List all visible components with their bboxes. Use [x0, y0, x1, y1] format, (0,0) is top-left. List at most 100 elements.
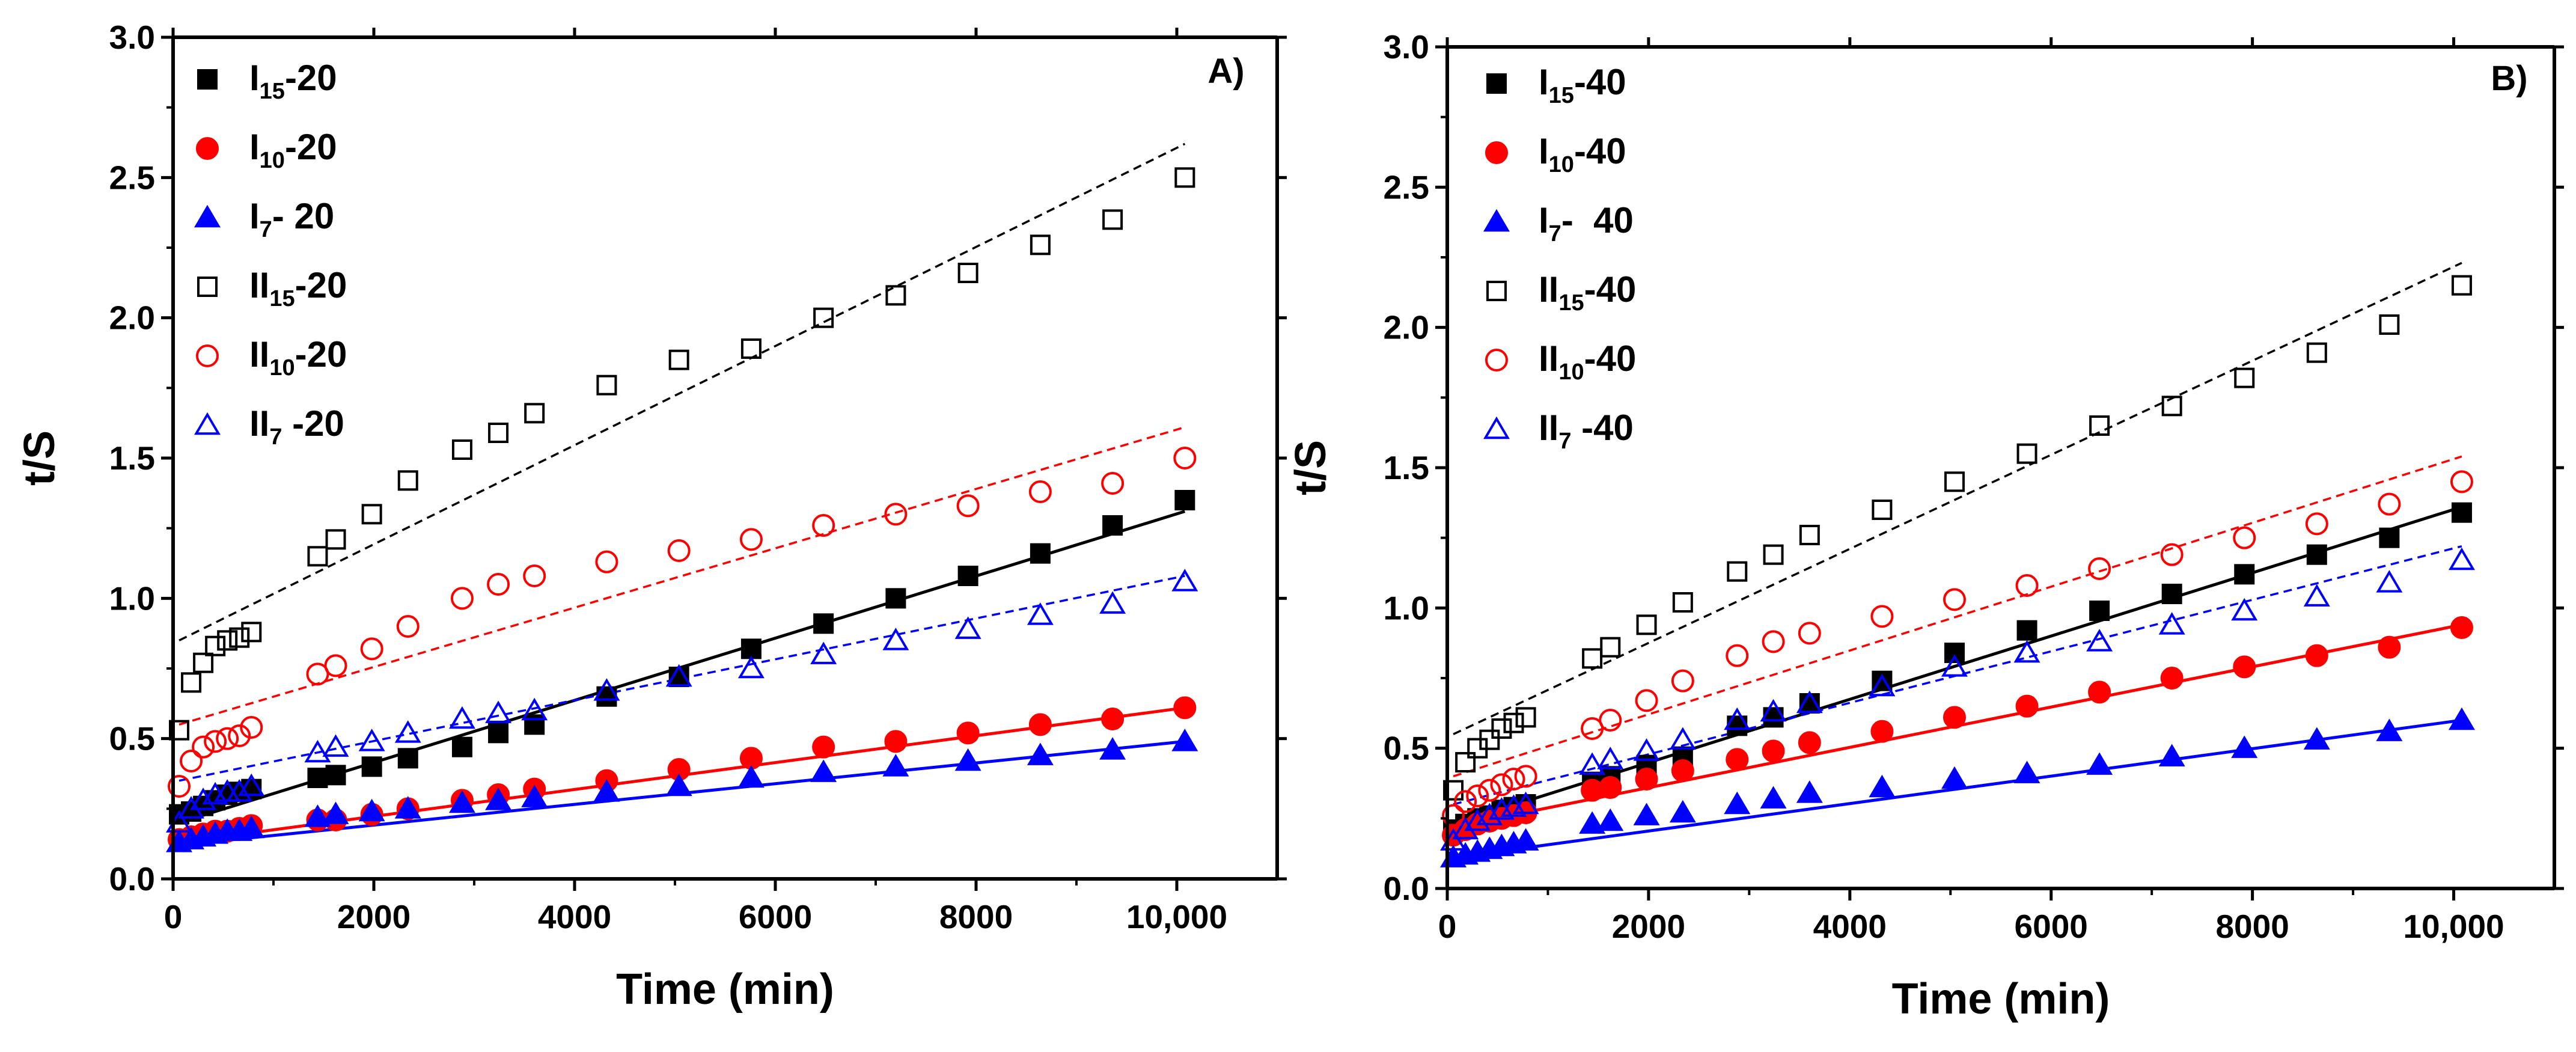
data-point — [2305, 644, 2328, 667]
data-point — [1669, 727, 1696, 750]
data-point — [1799, 525, 1820, 545]
legend-item-5: II7 -40 — [1483, 408, 1634, 454]
series-3-points — [169, 167, 1195, 741]
fit-line-4 — [1453, 455, 2462, 778]
legend-label: I10-20 — [249, 127, 337, 173]
y-tick-label: 2.5 — [109, 159, 155, 196]
data-point — [1633, 738, 1660, 761]
data-point — [884, 730, 908, 753]
data-point — [322, 801, 349, 824]
data-point — [1579, 752, 1606, 775]
data-point — [180, 750, 203, 772]
data-point — [812, 735, 835, 759]
x-tick-label: 8000 — [2215, 908, 2289, 945]
y-tick-label: 2.0 — [1384, 309, 1429, 346]
data-point — [2013, 760, 2040, 783]
data-point — [2013, 640, 2040, 663]
data-point — [1635, 689, 1658, 712]
fit-line-0 — [1453, 505, 2462, 826]
legend-label: I7- 40 — [1539, 200, 1634, 246]
data-point — [956, 721, 980, 745]
data-point — [1944, 643, 1965, 663]
data-point — [665, 664, 692, 687]
legend-label: I10-40 — [1539, 131, 1626, 177]
legend-marker — [196, 344, 219, 367]
legend-item-1: I10-20 — [196, 127, 337, 173]
y-tick-label: 2.5 — [1384, 168, 1429, 206]
data-point — [1579, 811, 1606, 834]
y-tick-label: 2.0 — [109, 299, 155, 337]
data-point — [1869, 673, 1896, 697]
legend-item-3: II15-20 — [197, 265, 347, 311]
x-tick-label: 0 — [164, 898, 183, 935]
data-point — [1512, 828, 1539, 851]
fit-line-3 — [179, 142, 1186, 641]
data-point — [451, 736, 472, 757]
data-point — [228, 724, 251, 747]
data-point — [1455, 752, 1476, 772]
data-point — [2015, 694, 2039, 718]
data-point — [812, 514, 835, 537]
legend-label: II15-20 — [249, 265, 347, 311]
data-point — [216, 727, 239, 750]
data-point — [1600, 637, 1621, 658]
data-point — [1941, 766, 1968, 789]
data-point — [882, 754, 909, 777]
fit-line-5 — [1453, 545, 2462, 806]
data-point — [1870, 605, 1894, 628]
data-point — [307, 768, 328, 788]
data-point — [1669, 800, 1696, 823]
data-point — [1760, 699, 1787, 722]
data-point — [1099, 737, 1126, 760]
y-tick-label: 0.0 — [109, 860, 155, 898]
data-point — [596, 375, 617, 396]
axes: 0 2000 4000 6000 8000 10,000 0.0 0.5 1.0 1.5 2.0 2.… — [1384, 28, 2564, 945]
data-point — [739, 528, 763, 551]
data-point — [2379, 527, 2400, 548]
data-point — [396, 615, 420, 638]
data-point — [1760, 786, 1787, 809]
data-point — [2448, 547, 2475, 570]
data-point — [524, 403, 545, 424]
data-point — [1491, 718, 1512, 739]
data-point — [2378, 635, 2401, 659]
data-point — [1599, 709, 1622, 732]
legend-marker — [197, 69, 218, 90]
legend-marker — [1483, 416, 1510, 439]
data-point — [193, 652, 214, 673]
data-point — [304, 739, 331, 763]
data-point — [487, 573, 510, 596]
data-point — [2161, 584, 2182, 604]
data-point — [1798, 622, 1821, 645]
data-point — [1174, 167, 1195, 188]
data-point — [192, 735, 215, 759]
data-point — [1476, 803, 1503, 825]
legend-item-5: II7 -20 — [194, 403, 344, 450]
data-point — [737, 655, 765, 679]
data-point — [2015, 574, 2039, 597]
y-axis-label: t/S — [16, 430, 64, 486]
legend-label: II10-40 — [1539, 338, 1636, 385]
data-point — [593, 678, 620, 701]
data-point — [1633, 803, 1660, 825]
series-4-points — [168, 447, 1197, 798]
data-point — [397, 470, 418, 491]
data-point — [2306, 544, 2327, 565]
data-point — [1171, 569, 1198, 592]
data-point — [668, 349, 689, 370]
data-point — [448, 706, 475, 729]
y-tick-label: 1.0 — [1384, 589, 1429, 626]
series-2-points — [1440, 707, 2475, 867]
data-point — [2305, 512, 2328, 536]
data-point — [2231, 735, 2258, 758]
data-point — [2088, 680, 2111, 704]
data-point — [2016, 620, 2037, 641]
data-point — [1101, 472, 1125, 495]
data-point — [1101, 708, 1125, 730]
data-point — [1671, 669, 1694, 693]
data-point — [2234, 367, 2255, 388]
data-point — [325, 765, 346, 786]
data-point — [1464, 808, 1491, 831]
data-point — [2089, 601, 2110, 621]
